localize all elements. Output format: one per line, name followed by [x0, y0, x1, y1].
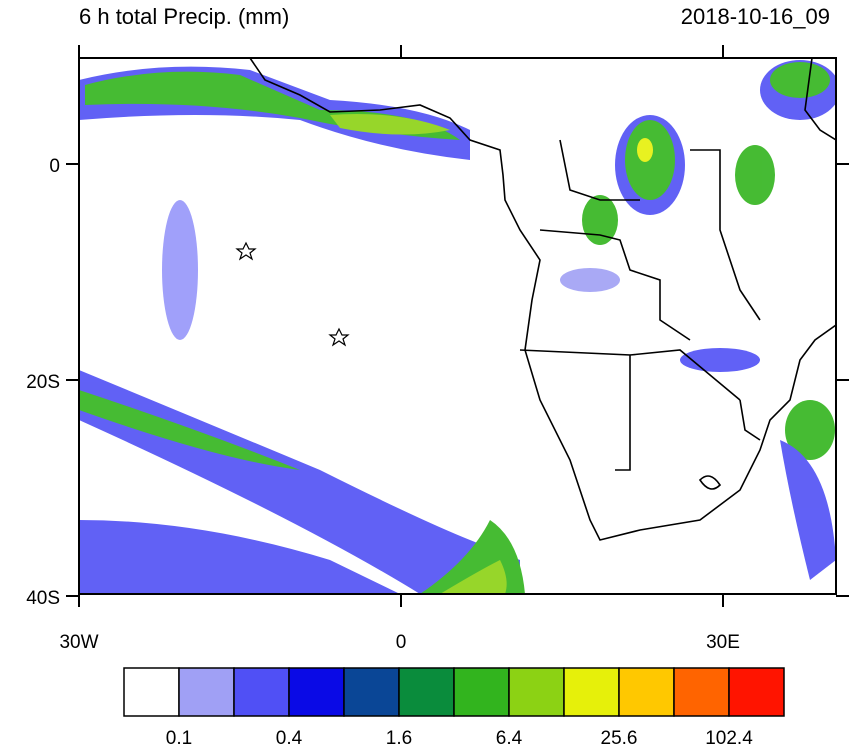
lat-label: 0 — [49, 156, 60, 177]
coastlines — [249, 58, 836, 541]
colorbar-label: 1.6 — [386, 728, 412, 749]
colorbar-box — [508, 667, 565, 717]
colorbar-label: 6.4 — [496, 728, 523, 749]
colorbar: 0.1 0.4 1.6 6.4 25.6 102.4 — [123, 667, 785, 749]
valid-time: 2018-10-16_09 — [681, 4, 830, 29]
colorbar-box — [563, 667, 620, 717]
lat-label: 40S — [26, 588, 60, 609]
colorbar-box — [123, 667, 180, 717]
map-area — [79, 58, 836, 594]
colorbar-box — [398, 667, 455, 717]
colorbar-box — [673, 667, 730, 717]
lat-label: 20S — [26, 372, 60, 393]
colorbar-box — [343, 667, 400, 717]
axes: 0 20S 40S 30W 0 30E — [26, 45, 849, 653]
colorbar-box — [453, 667, 510, 717]
lon-label: 30E — [706, 632, 740, 653]
title: 6 h total Precip. (mm) — [79, 4, 289, 29]
lon-label: 30W — [59, 632, 98, 653]
lon-label: 0 — [396, 632, 407, 653]
colorbar-box — [178, 667, 235, 717]
precip-field — [79, 60, 836, 594]
colorbar-box — [288, 667, 345, 717]
colorbar-label: 25.6 — [601, 728, 638, 749]
station-markers — [235, 241, 350, 347]
colorbar-box — [618, 667, 675, 717]
colorbar-label: 0.4 — [276, 728, 303, 749]
colorbar-label: 102.4 — [705, 728, 753, 749]
colorbar-box — [233, 667, 290, 717]
map-frame — [78, 57, 837, 595]
colorbar-label: 0.1 — [166, 728, 192, 749]
colorbar-box — [728, 667, 785, 717]
